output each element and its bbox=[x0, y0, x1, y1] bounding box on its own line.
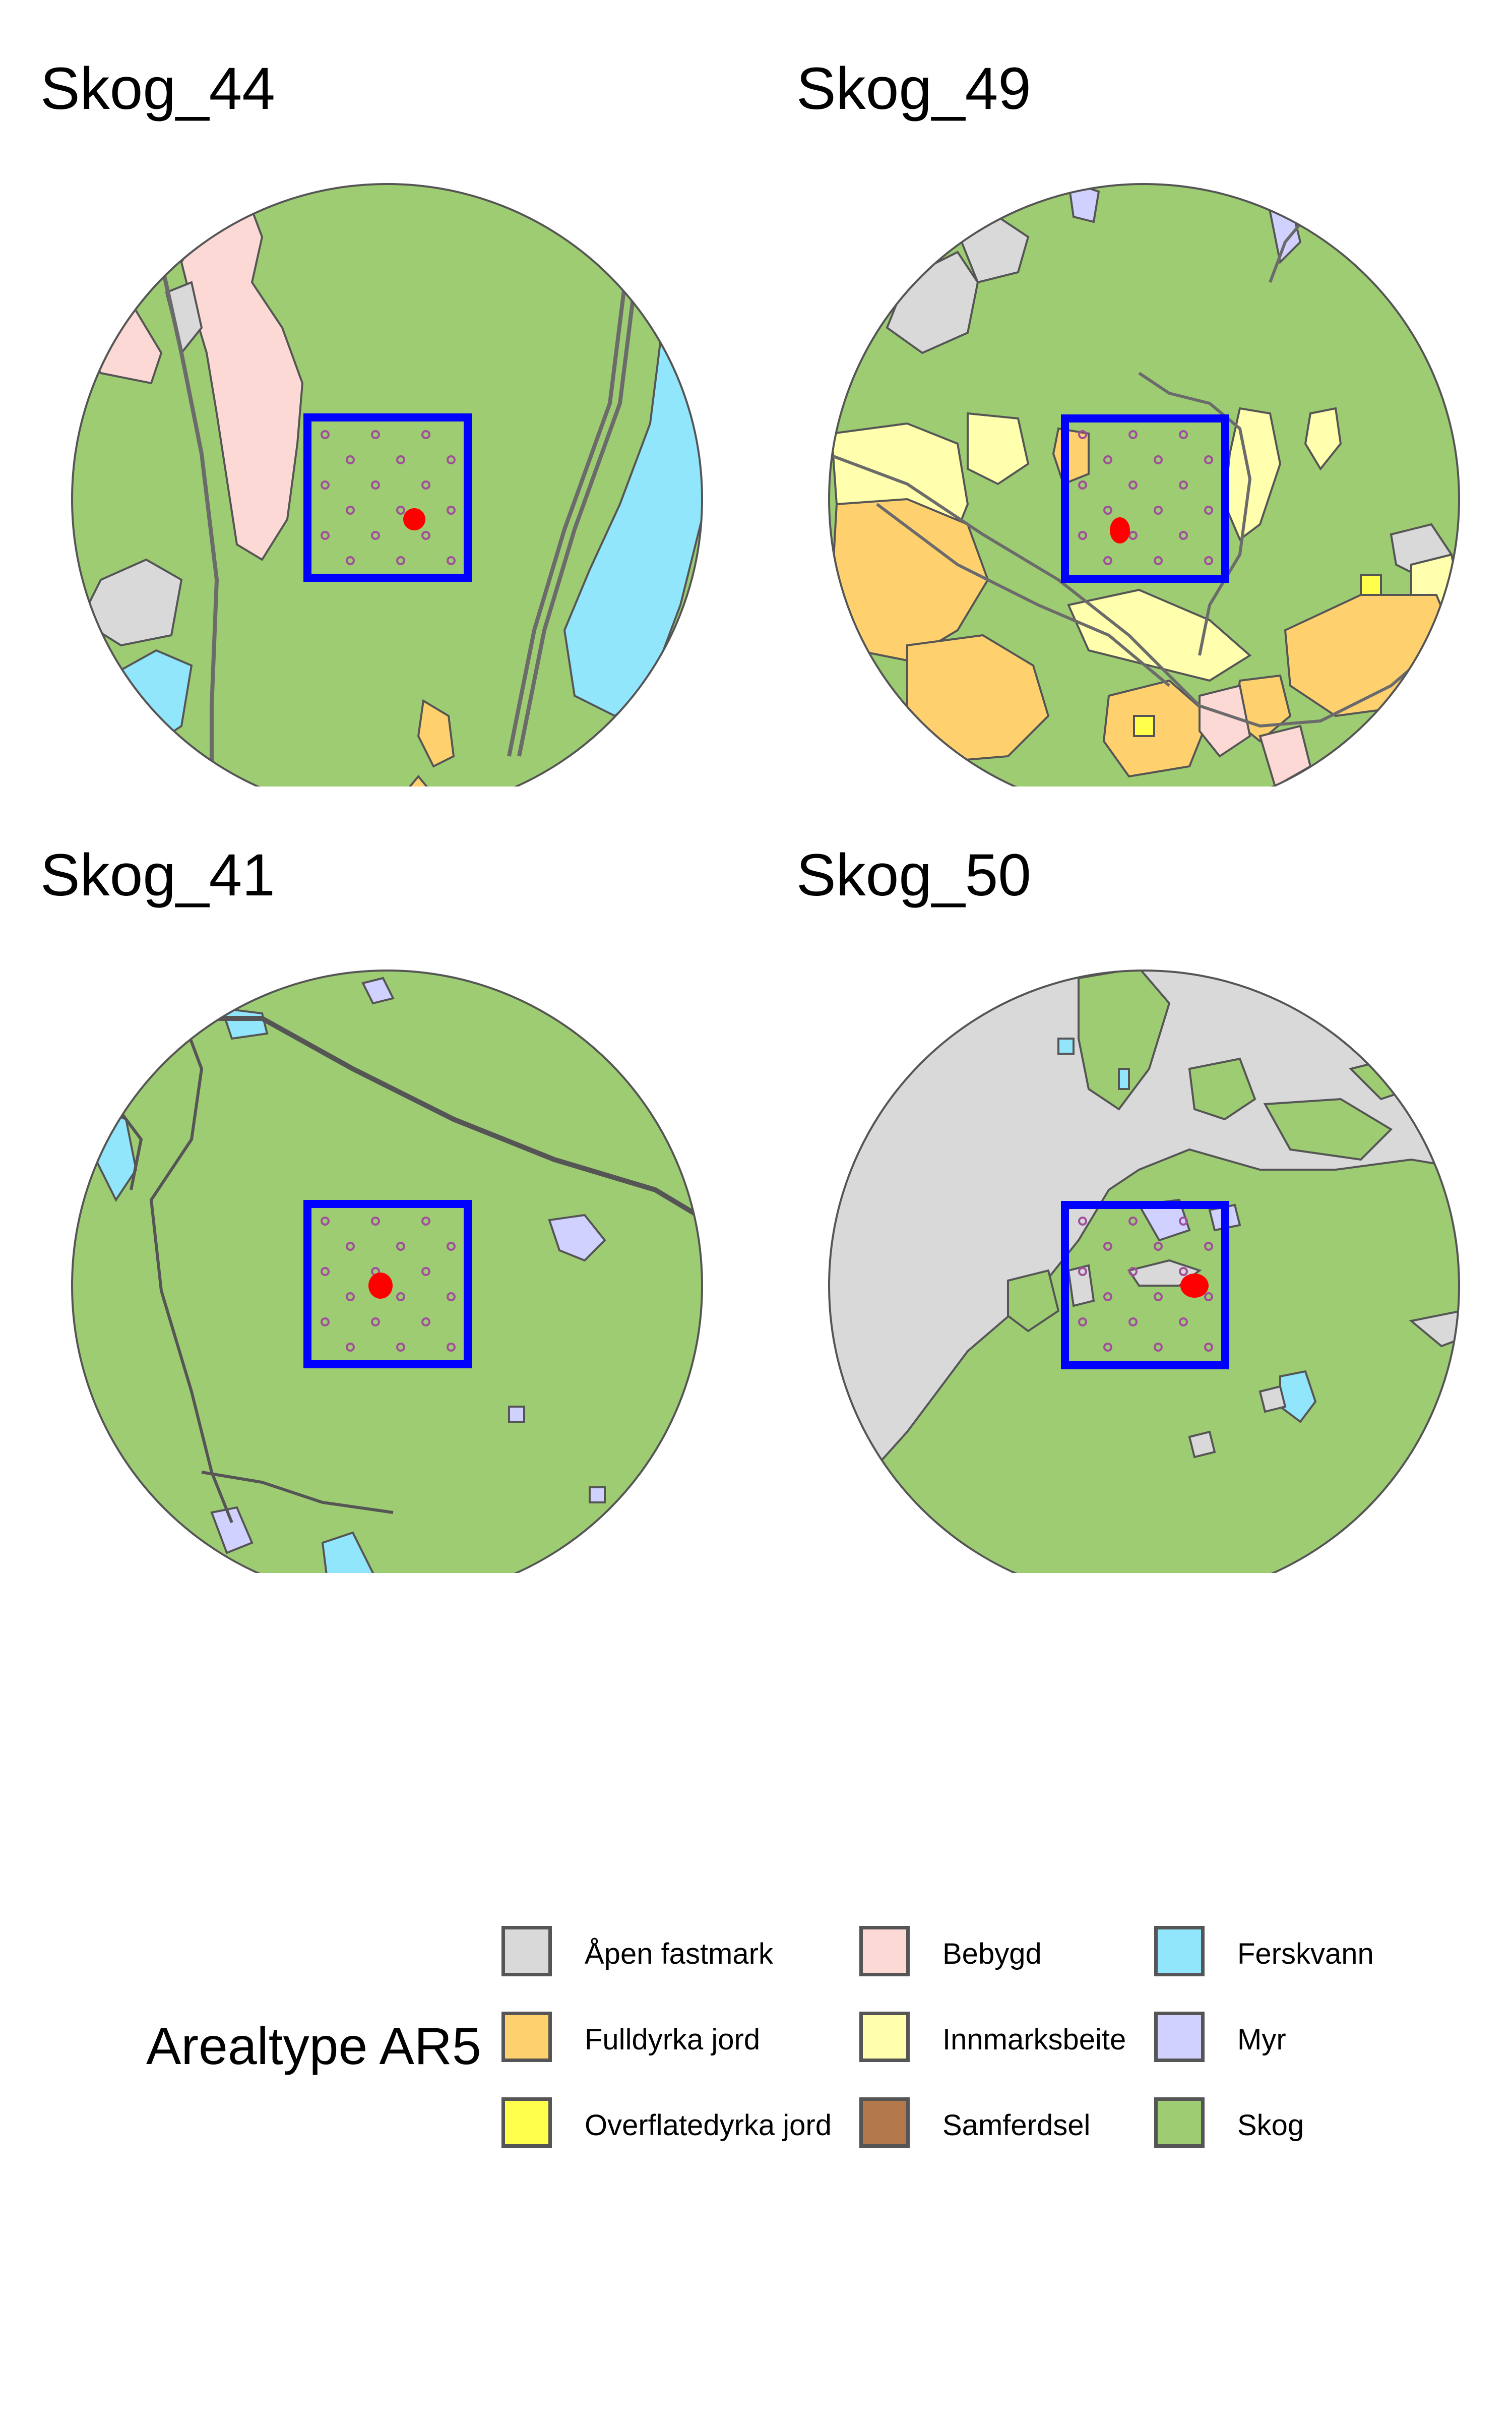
legend-label: Myr bbox=[1237, 2023, 1286, 2056]
sample-location-dot bbox=[1180, 1274, 1209, 1298]
sample-grid-points bbox=[321, 430, 456, 565]
legend-swatch bbox=[859, 2097, 910, 2148]
map-title: Skog_44 bbox=[40, 55, 275, 122]
apen-fastmark-area bbox=[1258, 1385, 1287, 1413]
legend-swatch bbox=[501, 2097, 552, 2148]
legend-swatch bbox=[859, 1926, 910, 1976]
sample-grid-points bbox=[1078, 430, 1213, 565]
road-line bbox=[181, 1016, 702, 1223]
map-boundary bbox=[71, 183, 703, 786]
skog-area bbox=[72, 971, 702, 1573]
map-title: Skog_41 bbox=[40, 842, 275, 909]
legend: Arealtype AR5 Åpen fastmark Bebygd Fersk… bbox=[0, 1906, 1512, 2168]
myr-area bbox=[508, 1406, 525, 1423]
map-title: Skog_50 bbox=[796, 842, 1031, 909]
fulldyrka-jord-area bbox=[1102, 679, 1211, 778]
fulldyrka-jord-area bbox=[417, 699, 455, 768]
legend-label: Ferskvann bbox=[1237, 1938, 1374, 1970]
sample-grid-points bbox=[321, 1217, 456, 1352]
innmarksbeite-area bbox=[1304, 407, 1342, 471]
overflatedyrka-jord-area bbox=[1360, 574, 1382, 596]
sample-location-dot bbox=[1110, 517, 1130, 543]
road-line bbox=[507, 282, 627, 757]
sample-frame bbox=[303, 1200, 472, 1368]
legend-label: Overflatedyrka jord bbox=[585, 2109, 832, 2142]
skog-area bbox=[829, 1148, 1459, 1573]
myr-area bbox=[361, 977, 395, 1005]
map-boundary bbox=[828, 970, 1460, 1573]
land-cover-map bbox=[828, 183, 1460, 786]
map-panel-skog-44: Skog_44 bbox=[0, 0, 756, 786]
bebygd-area bbox=[1199, 684, 1251, 758]
railway-line bbox=[159, 262, 219, 786]
myr-area bbox=[210, 1506, 254, 1554]
apen-fastmark-area bbox=[1067, 1264, 1095, 1307]
apen-fastmark-area bbox=[1188, 1430, 1216, 1459]
legend-label: Skog bbox=[1237, 2109, 1304, 2142]
innmarksbeite-area bbox=[1067, 588, 1252, 682]
legend-swatch bbox=[1154, 2012, 1205, 2062]
ferskvann-area bbox=[1057, 1038, 1075, 1055]
land-cover-map bbox=[71, 183, 703, 786]
skog-area bbox=[1078, 971, 1171, 1111]
legend-swatch bbox=[1154, 2097, 1205, 2148]
legend-label: Samferdsel bbox=[942, 2109, 1091, 2142]
sample-frame bbox=[1061, 414, 1229, 583]
road-line bbox=[829, 452, 1459, 728]
sample-grid-points bbox=[1078, 1217, 1213, 1352]
road-line bbox=[876, 503, 1170, 687]
skog-area bbox=[1188, 1057, 1256, 1121]
map-boundary bbox=[828, 183, 1460, 786]
myr-area bbox=[589, 1486, 606, 1503]
skog-area bbox=[1007, 1269, 1060, 1333]
land-cover-map bbox=[828, 970, 1460, 1573]
legend-swatch bbox=[1154, 1926, 1205, 1976]
legend-label: Innmarksbeite bbox=[942, 2023, 1126, 2056]
innmarksbeite-area bbox=[967, 412, 1030, 486]
legend-label: Bebygd bbox=[942, 1938, 1042, 1970]
sample-frame bbox=[1061, 1201, 1229, 1369]
map-panel-skog-49: Skog_49 bbox=[756, 0, 1512, 786]
map-boundary bbox=[71, 970, 703, 1573]
overflatedyrka-jord-area bbox=[1133, 715, 1155, 737]
legend-swatch bbox=[501, 1926, 552, 1976]
stream-line bbox=[201, 1471, 394, 1514]
map-panel-skog-41: Skog_41 bbox=[0, 786, 756, 1573]
sample-location-dot bbox=[403, 508, 425, 530]
legend-label: Fulldyrka jord bbox=[585, 2023, 761, 2056]
legend-swatch bbox=[859, 2012, 910, 2062]
legend-swatch bbox=[501, 2012, 552, 2062]
ferskvann-area bbox=[321, 1531, 374, 1573]
land-cover-map bbox=[71, 970, 703, 1573]
skog-area bbox=[1263, 1098, 1393, 1161]
legend-title: Arealtype AR5 bbox=[146, 2017, 481, 2076]
sample-frame bbox=[303, 413, 472, 582]
apen-fastmark-area bbox=[1409, 1309, 1459, 1348]
map-title: Skog_49 bbox=[796, 55, 1031, 122]
map-panel-skog-50: Skog_50 bbox=[756, 786, 1512, 1573]
sample-location-dot bbox=[368, 1273, 393, 1299]
road-line bbox=[517, 282, 637, 757]
myr-area bbox=[548, 1214, 606, 1262]
ferskvann-area bbox=[1118, 1068, 1130, 1090]
road-line bbox=[1138, 372, 1252, 656]
stream-line bbox=[149, 1027, 233, 1524]
legend-label: Åpen fastmark bbox=[585, 1938, 773, 1970]
